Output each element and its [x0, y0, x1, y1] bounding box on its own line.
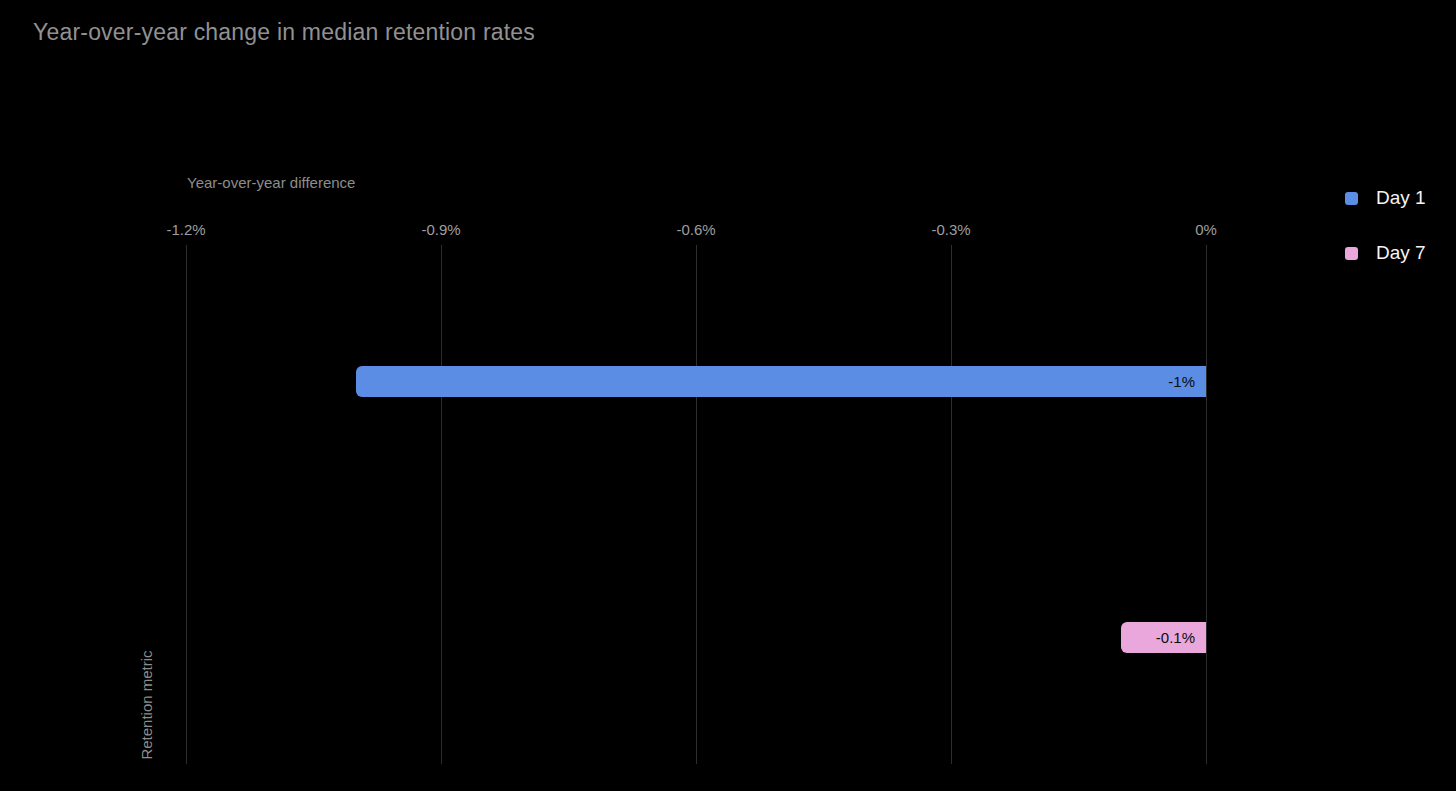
legend-swatch-icon	[1345, 247, 1358, 260]
bar-day-1[interactable]: -1%	[356, 366, 1206, 397]
legend-label: Day 7	[1376, 242, 1426, 264]
x-tick-label-4: 0%	[1166, 221, 1246, 238]
gridline--0.9%	[441, 245, 442, 764]
legend-item-day-7[interactable]: Day 7	[1345, 240, 1426, 266]
legend-label: Day 1	[1376, 187, 1426, 209]
chart-canvas: Year-over-year change in median retentio…	[0, 0, 1456, 791]
bar-value-label: -0.1%	[1156, 629, 1206, 646]
x-tick-label-2: -0.6%	[656, 221, 736, 238]
y-axis-title: Retention metric	[138, 645, 156, 766]
x-axis-title: Year-over-year difference	[187, 174, 355, 191]
chart-title: Year-over-year change in median retentio…	[33, 19, 535, 46]
gridline-0%	[1206, 245, 1207, 764]
legend: Day 1 Day 7	[1345, 185, 1426, 266]
gridline--1.2%	[186, 245, 187, 764]
x-tick-label-0: -1.2%	[146, 221, 226, 238]
legend-item-day-1[interactable]: Day 1	[1345, 185, 1426, 211]
bar-value-label: -1%	[1168, 373, 1206, 390]
legend-swatch-icon	[1345, 192, 1358, 205]
gridline--0.6%	[696, 245, 697, 764]
bar-day-7[interactable]: -0.1%	[1121, 622, 1206, 653]
gridline--0.3%	[951, 245, 952, 764]
plot-area: -1% -0.1%	[186, 245, 1206, 764]
x-tick-label-3: -0.3%	[911, 221, 991, 238]
x-tick-label-1: -0.9%	[401, 221, 481, 238]
